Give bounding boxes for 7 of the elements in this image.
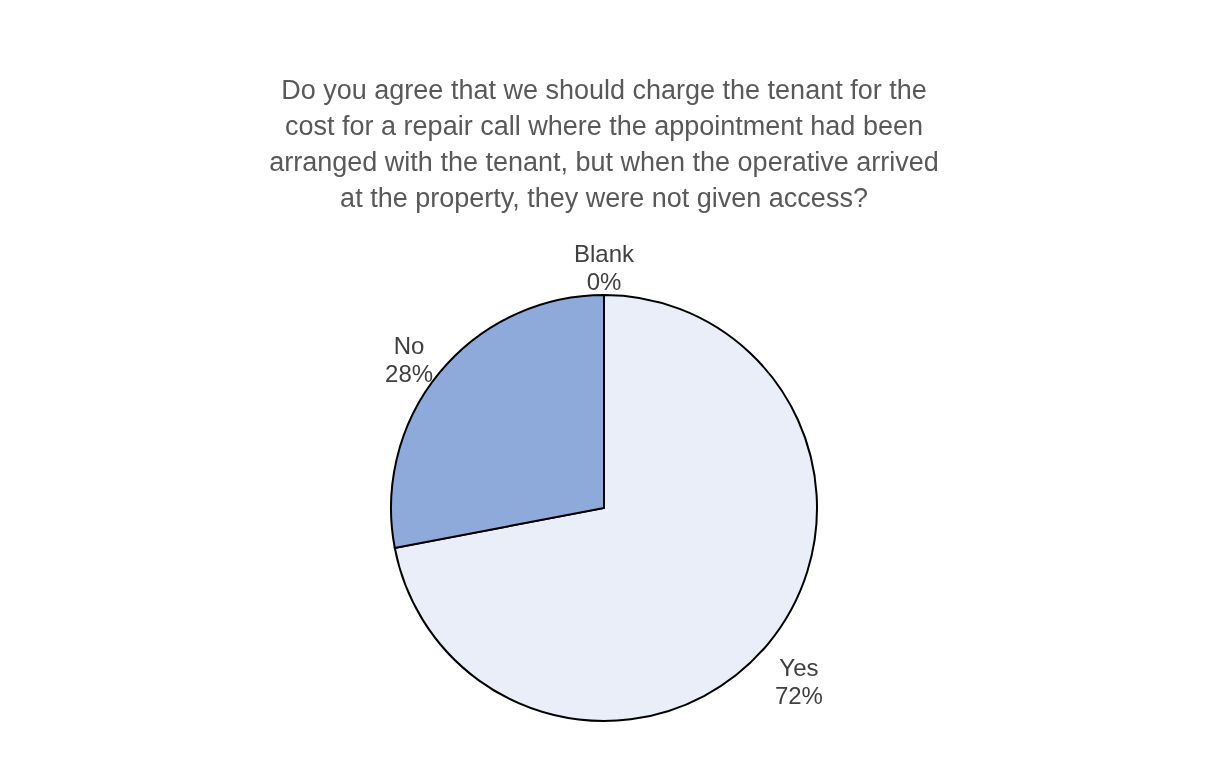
- text: 0%: [586, 268, 622, 295]
- data-label: 28%: [385, 359, 434, 387]
- slice-label: No: [393, 331, 425, 359]
- category-label: Blank: [573, 240, 635, 267]
- slice-label: Yes: [779, 654, 819, 682]
- chart-title: Do you agree that we should charge the tenant for the cost for a repair call where the appointment had been arranged with the tenant, but when the operative arrived at the property, they were not given access?: [269, 75, 939, 213]
- data-label: 72%: [774, 682, 823, 710]
